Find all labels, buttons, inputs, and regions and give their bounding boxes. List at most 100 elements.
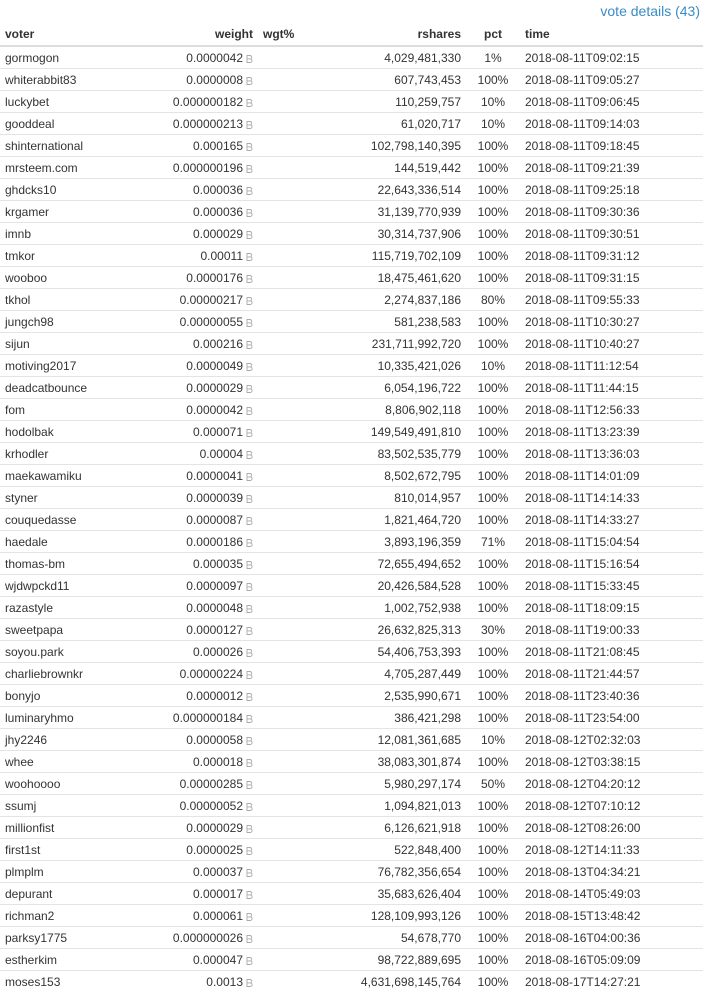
votes-table: voter weight wgt% rshares pct time gormogon 0.… [0,23,703,989]
time: 2018-08-11T14:33:27 [520,508,703,531]
rshares: 54,678,770 [330,926,466,949]
time: 2018-08-11T14:14:33 [520,486,703,509]
rshares: 149,549,491,810 [330,420,466,443]
voter: gormogon [0,45,160,69]
wgt-pct [258,244,330,267]
weight-value: 0.00004 [199,446,243,461]
wgt-pct [258,530,330,553]
vote-row: whee 0.000018 38,083,301,874 100% 2018-08-12… [0,750,703,773]
pct: 100% [466,662,520,685]
pct: 100% [466,222,520,245]
voter: estherkim [0,948,160,971]
weight: 0.0000025 [160,838,258,861]
wgt-pct [258,486,330,509]
pct: 71% [466,530,520,553]
vote-row: couquedasse 0.0000087 1,821,464,720 100% 201… [0,508,703,531]
voter: moses153 [0,970,160,989]
weight: 0.0000176 [160,266,258,289]
wgt-pct [258,596,330,619]
weight: 0.0000008 [160,68,258,91]
wgt-pct [258,420,330,443]
rshares: 20,426,584,528 [330,574,466,597]
weight: 0.000165 [160,134,258,157]
pct: 100% [466,838,520,861]
rshares: 31,139,770,939 [330,200,466,223]
rshares: 83,502,535,779 [330,442,466,465]
wgt-pct [258,640,330,663]
vote-row: first1st 0.0000025 522,848,400 100% 2018-08-… [0,838,703,861]
voter: whiterabbit83 [0,68,160,91]
voter: wjdwpckd11 [0,574,160,597]
rshares: 26,632,825,313 [330,618,466,641]
sp-icon [246,978,253,987]
weight: 0.000047 [160,948,258,971]
weight-value: 0.000029 [192,226,243,241]
vote-row: sweetpapa 0.0000127 26,632,825,313 30% 2018-… [0,618,703,641]
rshares: 30,314,737,906 [330,222,466,245]
voter: deadcatbounce [0,376,160,399]
vote-row: haedale 0.0000186 3,893,196,359 71% 2018-08-… [0,530,703,553]
sp-icon [246,252,253,261]
weight-value: 0.0000039 [186,490,243,505]
sp-icon [246,428,253,437]
sp-icon [246,560,253,569]
pct: 100% [466,68,520,91]
header-bar: vote details (43) [0,0,703,23]
wgt-pct [258,45,330,69]
voter: soyou.park [0,640,160,663]
voter: couquedasse [0,508,160,531]
rshares: 38,083,301,874 [330,750,466,773]
wgt-pct [258,376,330,399]
weight-value: 0.00000285 [179,776,243,791]
rshares: 5,980,297,174 [330,772,466,795]
weight: 0.000071 [160,420,258,443]
rshares: 6,126,621,918 [330,816,466,839]
vote-row: jungch98 0.00000055 581,238,583 100% 2018-08… [0,310,703,333]
column-header: rshares [330,23,466,47]
pct: 100% [466,552,520,575]
rshares: 144,519,442 [330,156,466,179]
time: 2018-08-11T09:30:36 [520,200,703,223]
pct: 100% [466,244,520,267]
sp-icon [246,956,253,965]
weight-value: 0.000017 [192,886,243,901]
sp-icon [246,164,253,173]
wgt-pct [258,904,330,927]
rshares: 35,683,626,404 [330,882,466,905]
time: 2018-08-11T19:00:33 [520,618,703,641]
voter: first1st [0,838,160,861]
sp-icon [246,846,253,855]
sp-icon [246,142,253,151]
weight-value: 0.000037 [192,864,243,879]
wgt-pct [258,112,330,135]
rshares: 61,020,717 [330,112,466,135]
sp-icon [246,626,253,635]
wgt-pct [258,926,330,949]
pct: 100% [466,904,520,927]
column-header: pct [466,23,520,47]
voter: motiving2017 [0,354,160,377]
pct: 50% [466,772,520,795]
weight: 0.00000224 [160,662,258,685]
time: 2018-08-11T11:44:15 [520,376,703,399]
time: 2018-08-14T05:49:03 [520,882,703,905]
pct: 100% [466,464,520,487]
sp-icon [246,582,253,591]
voter: thomas-bm [0,552,160,575]
voter: tmkor [0,244,160,267]
voter: plmplm [0,860,160,883]
sp-icon [246,494,253,503]
voter: gooddeal [0,112,160,135]
table-body: gormogon 0.0000042 4,029,481,330 1% 2018-08-… [0,45,703,989]
rshares: 386,421,298 [330,706,466,729]
weight: 0.000000182 [160,90,258,113]
weight: 0.0000029 [160,816,258,839]
pct: 100% [466,860,520,883]
voter: imnb [0,222,160,245]
vote-details-link[interactable]: vote details (43) [600,3,700,19]
time: 2018-08-11T13:36:03 [520,442,703,465]
weight: 0.00000052 [160,794,258,817]
time: 2018-08-11T09:55:33 [520,288,703,311]
wgt-pct [258,222,330,245]
weight-value: 0.000047 [192,952,243,967]
